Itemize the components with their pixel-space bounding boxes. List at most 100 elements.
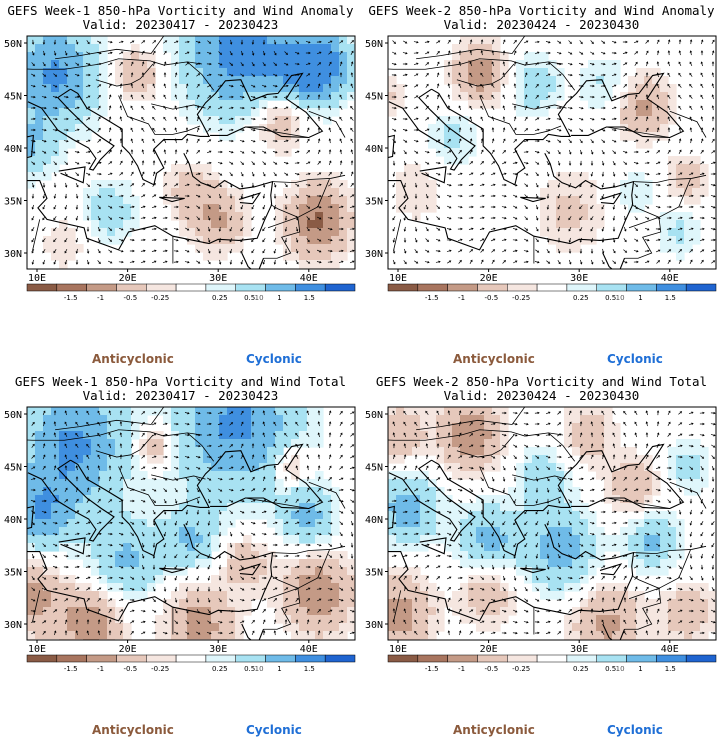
- vorticity-cell: [195, 100, 204, 109]
- wind-arrow: [469, 84, 473, 88]
- wind-arrow-head: [241, 53, 244, 56]
- vorticity-cell: [612, 68, 621, 77]
- country-border: [272, 545, 346, 555]
- wind-arrow: [403, 204, 407, 210]
- wind-arrow-head: [186, 62, 190, 65]
- wind-arrow-head: [98, 251, 101, 254]
- wind-arrow: [306, 116, 310, 122]
- wind-arrow-head: [436, 94, 440, 97]
- vorticity-cell: [59, 599, 68, 608]
- wind-arrow-head: [580, 52, 584, 55]
- wind-arrow: [590, 40, 594, 44]
- wind-arrow-head: [64, 421, 67, 424]
- wind-arrow-head: [317, 432, 320, 435]
- wind-arrow-head: [242, 140, 245, 143]
- wind-arrow: [141, 194, 145, 198]
- vorticity-cell: [59, 511, 68, 520]
- wind-arrow-head: [285, 173, 289, 176]
- vorticity-cell: [35, 543, 44, 552]
- wind-arrow-head: [163, 105, 166, 109]
- vorticity-cell: [275, 479, 284, 488]
- vorticity-cell: [347, 591, 355, 600]
- wind-arrow: [557, 40, 561, 44]
- wind-arrow: [710, 195, 716, 197]
- vorticity-cell: [339, 220, 348, 229]
- country-border: [669, 110, 707, 138]
- wind-arrow: [557, 139, 561, 143]
- vorticity-cell: [99, 236, 108, 245]
- vorticity-cell: [235, 559, 244, 568]
- wind-arrow-head: [581, 73, 584, 77]
- wind-arrow-head: [449, 249, 452, 252]
- vorticity-cell: [484, 100, 493, 109]
- vorticity-cell: [291, 132, 300, 141]
- wind-arrow-head: [88, 150, 91, 154]
- wind-arrow: [86, 40, 90, 44]
- vorticity-cell: [59, 455, 68, 464]
- wind-arrow-head: [502, 105, 505, 108]
- vorticity-cell: [43, 463, 52, 472]
- wind-arrow: [153, 61, 155, 67]
- wind-arrow-head: [405, 106, 408, 110]
- vorticity-cell: [588, 228, 597, 237]
- wind-arrow-head: [459, 259, 462, 263]
- wind-arrow: [197, 116, 199, 122]
- wind-arrow-head: [64, 42, 68, 45]
- vorticity-cell: [27, 575, 36, 584]
- wind-arrow: [151, 250, 157, 252]
- vorticity-cell: [123, 519, 132, 528]
- vorticity-cell: [347, 228, 355, 237]
- vorticity-cell: [67, 511, 76, 520]
- y-tick-label: 30N: [4, 249, 22, 260]
- vorticity-cell: [123, 535, 132, 544]
- vorticity-cell: [251, 543, 260, 552]
- wind-arrow-head: [646, 195, 650, 198]
- vorticity-cell: [660, 92, 669, 101]
- vorticity-cell: [99, 607, 108, 616]
- wind-arrow: [667, 249, 671, 253]
- vorticity-cell: [195, 423, 204, 432]
- vorticity-cell: [636, 132, 645, 141]
- wind-arrow-head: [404, 41, 408, 44]
- vorticity-cell: [652, 124, 661, 133]
- wind-arrow: [206, 173, 212, 175]
- vorticity-cell: [203, 407, 212, 416]
- vorticity-cell: [307, 511, 316, 520]
- wind-arrow-head: [690, 249, 694, 252]
- wind-arrow: [97, 150, 101, 154]
- wind-arrow-head: [504, 238, 507, 242]
- wind-arrow: [404, 182, 406, 188]
- wind-arrow-head: [87, 52, 91, 55]
- wind-arrow-head: [635, 217, 638, 221]
- wind-arrow-head: [231, 139, 234, 143]
- wind-arrow: [425, 172, 429, 176]
- wind-arrow-head: [241, 63, 244, 67]
- wind-arrow-head: [77, 162, 80, 165]
- wind-arrow-head: [646, 40, 649, 43]
- wind-arrow-head: [645, 83, 649, 86]
- wind-arrow-head: [667, 50, 671, 53]
- wind-arrow-head: [231, 74, 234, 77]
- vorticity-cell: [323, 108, 332, 117]
- wind-arrow-head: [32, 411, 36, 414]
- vorticity-cell: [299, 228, 308, 237]
- vorticity-cell: [532, 68, 541, 77]
- vorticity-cell: [676, 164, 685, 173]
- vorticity-cell: [243, 220, 252, 229]
- vorticity-cell: [484, 52, 493, 61]
- coastline: [241, 252, 265, 269]
- wind-arrow-head: [98, 229, 101, 232]
- vorticity-cell: [564, 244, 573, 253]
- wind-arrow-head: [275, 117, 278, 121]
- wind-arrow-head: [263, 53, 266, 56]
- wind-arrow-head: [678, 50, 682, 53]
- wind-arrow-head: [75, 443, 78, 447]
- vorticity-cell: [283, 535, 292, 544]
- vorticity-cell: [267, 124, 276, 133]
- wind-arrow: [525, 83, 527, 89]
- wind-arrow-head: [131, 171, 134, 175]
- wind-arrow: [108, 227, 112, 231]
- wind-arrow-head: [174, 83, 178, 86]
- vorticity-cell: [179, 471, 188, 480]
- wind-arrow: [97, 128, 101, 132]
